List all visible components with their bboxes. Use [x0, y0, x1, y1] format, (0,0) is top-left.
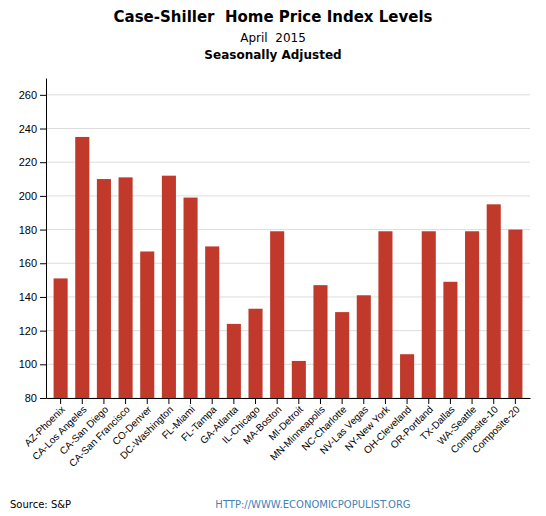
- y-tick-label: 120: [19, 325, 37, 337]
- bar: [335, 312, 349, 398]
- bar: [508, 230, 522, 398]
- x-tick: Composite-20: [470, 398, 522, 455]
- grid-line: [46, 162, 530, 163]
- bar: [162, 176, 176, 398]
- x-axis-line: [47, 398, 531, 399]
- x-tick-mark: [168, 398, 169, 404]
- y-tick-label: 240: [19, 123, 37, 135]
- x-tick-mark: [190, 398, 191, 404]
- bar: [75, 137, 89, 398]
- bar: [292, 361, 306, 398]
- x-axis: AZ-PhoenixCA-Los AngelesCA-San DiegoCA-S…: [22, 398, 530, 469]
- y-tick-mark: [40, 263, 46, 264]
- x-tick-mark: [342, 398, 343, 404]
- y-tick: 80: [25, 392, 46, 404]
- x-tick-mark: [493, 398, 494, 404]
- y-tick-mark: [40, 398, 46, 399]
- x-tick-mark: [212, 398, 213, 404]
- y-tick-label: 140: [19, 291, 37, 303]
- y-tick: 160: [19, 257, 46, 269]
- y-axis-line: [46, 79, 47, 399]
- y-tick: 220: [19, 156, 46, 168]
- x-tick-mark: [103, 398, 104, 404]
- y-tick-mark: [40, 95, 46, 96]
- bar: [140, 251, 154, 398]
- subtitle: April 2015: [240, 31, 306, 45]
- bar: [184, 198, 198, 398]
- y-tick-mark: [40, 364, 46, 365]
- grid-line: [46, 128, 530, 129]
- y-tick-label: 100: [19, 358, 37, 370]
- bar: [378, 231, 392, 398]
- y-tick-label: 160: [19, 257, 37, 269]
- y-tick: 260: [19, 89, 46, 101]
- y-tick-mark: [40, 230, 46, 231]
- x-tick-mark: [277, 398, 278, 404]
- bar: [443, 282, 457, 398]
- subtitle: Seasonally Adjusted: [204, 48, 341, 62]
- x-tick-mark: [428, 398, 429, 404]
- y-tick: 240: [19, 123, 46, 135]
- y-tick-label: 260: [19, 89, 37, 101]
- grid-line: [46, 94, 530, 95]
- y-tick: 100: [19, 358, 46, 370]
- url: HTTP://WWW.ECONOMICPOPULIST.ORG: [215, 499, 410, 510]
- x-tick-mark: [450, 398, 451, 404]
- x-tick-mark: [125, 398, 126, 404]
- y-axis: 80 100 120 140 160 180 200 220 240 260: [19, 79, 47, 405]
- bar: [487, 204, 501, 398]
- y-tick-mark: [40, 129, 46, 130]
- x-tick-mark: [363, 398, 364, 404]
- plot: 80 100 120 140 160 180 200 220 240 260 AZ-PhoenixC…: [19, 79, 531, 469]
- x-tick-mark: [385, 398, 386, 404]
- y-tick-mark: [40, 331, 46, 332]
- source: Source: S&P: [10, 499, 71, 510]
- bar: [119, 177, 133, 398]
- bar: [248, 309, 262, 398]
- x-tick-mark: [472, 398, 473, 404]
- bar: [227, 324, 241, 398]
- bar: [270, 231, 284, 398]
- x-tick-mark: [255, 398, 256, 404]
- y-tick-mark: [40, 196, 46, 197]
- y-tick: 140: [19, 291, 46, 303]
- x-tick-mark: [60, 398, 61, 404]
- y-tick-mark: [40, 162, 46, 163]
- x-tick-mark: [320, 398, 321, 404]
- bars: [54, 137, 523, 398]
- grid: [46, 95, 530, 398]
- x-tick-mark: [82, 398, 83, 404]
- x-tick-mark: [233, 398, 234, 404]
- x-tick-mark: [407, 398, 408, 404]
- y-tick: 120: [19, 325, 46, 337]
- y-tick-label: 200: [19, 190, 37, 202]
- bar: [400, 354, 414, 398]
- y-tick: 180: [19, 224, 46, 236]
- bar: [54, 278, 68, 398]
- title: Case-Shiller Home Price Index Levels: [114, 8, 433, 26]
- bar: [465, 231, 479, 398]
- y-tick-label: 220: [19, 156, 37, 168]
- bar: [313, 285, 327, 398]
- x-tick-mark: [147, 398, 148, 404]
- bar: [422, 231, 436, 398]
- y-tick: 200: [19, 190, 46, 202]
- x-tick-label: Composite-20: [470, 403, 522, 455]
- x-tick-mark: [298, 398, 299, 404]
- bar: [205, 246, 219, 398]
- bar: [97, 179, 111, 398]
- chart: Case-Shiller Home Price Index Levels Apri…: [0, 0, 546, 516]
- y-tick-mark: [40, 297, 46, 298]
- bar: [357, 295, 371, 398]
- x-tick-mark: [515, 398, 516, 404]
- y-tick-label: 80: [25, 392, 37, 404]
- y-tick-label: 180: [19, 224, 37, 236]
